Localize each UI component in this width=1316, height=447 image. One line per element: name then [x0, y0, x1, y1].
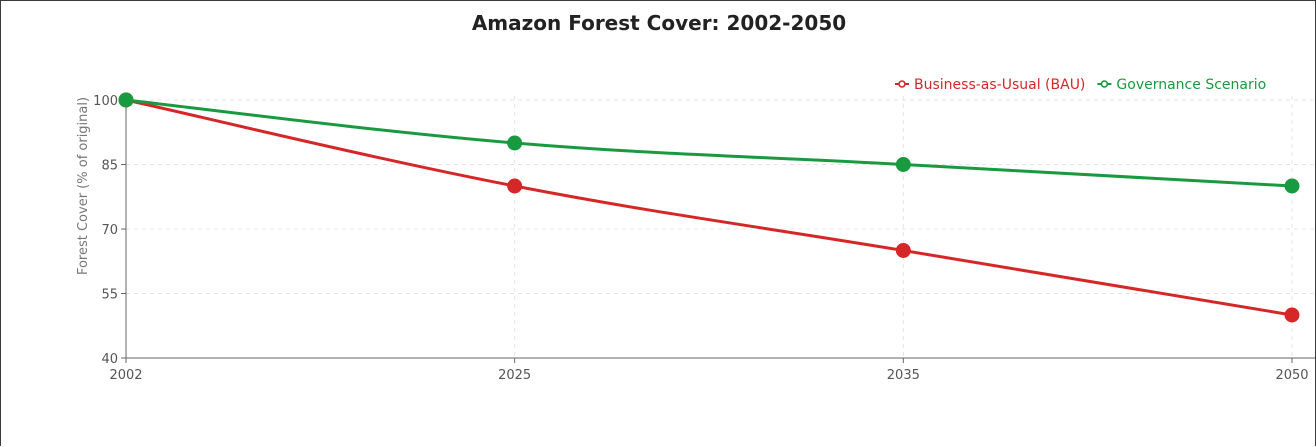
series-line-business-as-usual-bau: [125, 98, 1293, 317]
chart-title: Amazon Forest Cover: 2002-2050: [472, 11, 846, 35]
x-tick-label-2002: 2002: [109, 368, 142, 383]
data-point-governance-scenario-2035[interactable]: [895, 157, 911, 172]
legend-item-governance-scenario[interactable]: Governance Scenario: [1097, 77, 1266, 93]
y-tick-label-70: 70: [101, 223, 118, 238]
data-point-governance-scenario-2050[interactable]: [1284, 178, 1300, 194]
data-point-business-as-usual-bau-2050[interactable]: [1284, 307, 1300, 323]
series-governance-scenario: [118, 92, 1300, 194]
series: [118, 92, 1300, 323]
x-tick-label-2035: 2035: [887, 368, 920, 383]
data-point-business-as-usual-bau-2025[interactable]: [507, 178, 523, 194]
y-axis-label: Forest Cover (% of original): [76, 97, 91, 275]
grid: [126, 96, 1315, 358]
y-tick-label-85: 85: [101, 159, 118, 174]
data-point-governance-scenario-2002[interactable]: [118, 92, 134, 108]
x-tick-label-2050: 2050: [1275, 368, 1308, 383]
series-line-governance-scenario: [125, 98, 1293, 188]
data-point-governance-scenario-2025[interactable]: [507, 135, 523, 151]
y-tick-label-40: 40: [101, 352, 118, 367]
x-tick-label-2025: 2025: [498, 368, 531, 383]
legend-label: Governance Scenario: [1116, 77, 1266, 93]
legend-item-business-as-usual-bau[interactable]: Business-as-Usual (BAU): [895, 77, 1085, 93]
legend-swatch-marker: [898, 80, 906, 88]
data-point-business-as-usual-bau-2035[interactable]: [895, 243, 911, 258]
legend-label: Business-as-Usual (BAU): [914, 77, 1085, 93]
y-tick-label-100: 100: [93, 94, 118, 109]
series-business-as-usual-bau: [118, 92, 1300, 323]
axes: 40 55 70 85 100 2002 2025 2035 2050: [93, 94, 1315, 383]
legend[interactable]: Business-as-Usual (BAU) Governance Scenar…: [895, 77, 1266, 93]
y-tick-label-55: 55: [101, 288, 118, 303]
legend-swatch-marker: [1100, 80, 1109, 88]
